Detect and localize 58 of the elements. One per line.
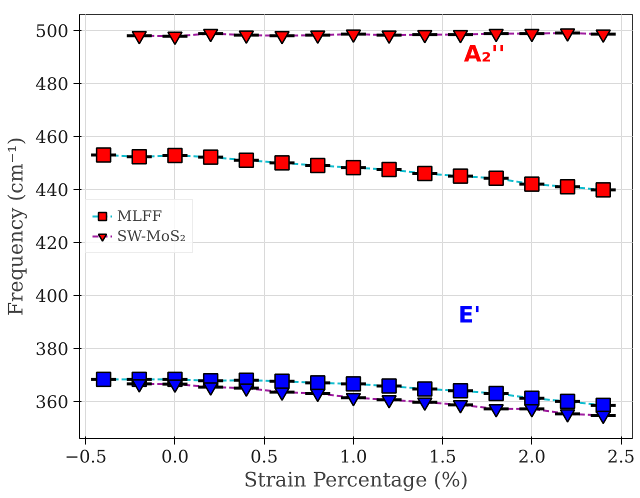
y-tick-label: 400 xyxy=(35,286,69,307)
point xyxy=(452,168,468,184)
point xyxy=(238,152,254,168)
point xyxy=(202,149,218,165)
point xyxy=(488,170,504,186)
annotation: A₂'' xyxy=(464,42,506,68)
point xyxy=(452,30,468,44)
point xyxy=(452,383,468,399)
y-tick-label: 420 xyxy=(35,234,69,254)
point xyxy=(96,147,112,163)
point xyxy=(346,376,362,392)
point xyxy=(274,30,290,45)
point xyxy=(381,378,397,394)
point xyxy=(417,166,433,182)
y-tick-label: 380 xyxy=(35,340,69,360)
point xyxy=(524,176,540,192)
legend-label: MLFF xyxy=(117,208,162,224)
x-tick-label: 1.0 xyxy=(340,448,368,468)
point xyxy=(274,374,290,390)
point xyxy=(417,381,433,397)
point xyxy=(488,28,504,42)
point xyxy=(132,30,148,45)
point xyxy=(310,30,326,44)
point xyxy=(96,372,112,388)
point xyxy=(595,29,611,43)
point xyxy=(417,30,433,44)
x-tick-label: 0.5 xyxy=(250,448,278,468)
x-axis-title: Strain Percentage (%) xyxy=(244,468,468,492)
point xyxy=(381,162,397,178)
x-tick-label: 1.5 xyxy=(428,448,456,468)
point xyxy=(560,394,576,410)
y-tick-label: 500 xyxy=(35,22,69,42)
point xyxy=(346,160,362,176)
x-tick-label: 0.0 xyxy=(161,448,189,468)
point xyxy=(595,182,611,198)
point xyxy=(167,31,183,46)
legend-label: SW-MoS₂ xyxy=(117,228,186,244)
y-tick-label: 440 xyxy=(35,180,69,201)
y-tick-label: 480 xyxy=(35,74,69,95)
point xyxy=(381,30,397,44)
point xyxy=(310,158,326,174)
y-tick-label: 460 xyxy=(35,128,69,148)
point xyxy=(238,30,254,44)
annotation: E' xyxy=(458,302,481,328)
x-tick-label: 2.0 xyxy=(518,448,546,468)
point xyxy=(346,29,362,43)
y-tick-label: 360 xyxy=(35,392,69,413)
x-tick-label: −0.5 xyxy=(64,448,107,468)
point xyxy=(132,149,148,165)
point xyxy=(167,148,183,164)
point xyxy=(524,28,540,42)
point xyxy=(488,386,504,402)
point xyxy=(202,28,218,42)
point xyxy=(560,28,576,42)
y-axis-title: Frequency (cm⁻¹) xyxy=(3,137,28,316)
point xyxy=(560,179,576,194)
x-tick-label: 2.5 xyxy=(607,448,635,468)
point xyxy=(274,155,290,171)
